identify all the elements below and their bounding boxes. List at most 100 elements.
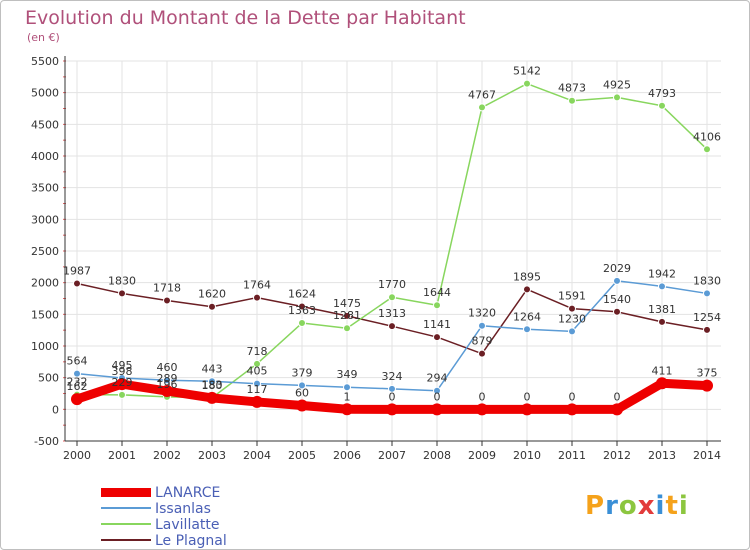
data-label-lavillatte: 1363: [288, 304, 316, 317]
data-label-issanlas: 324: [382, 370, 403, 383]
data-point-lanarce: [161, 385, 173, 398]
y-tick-label: 3000: [31, 213, 59, 226]
data-label-le-plagnal: 1895: [513, 270, 541, 283]
data-label-issanlas: 1942: [648, 267, 676, 280]
data-label-lanarce: 375: [697, 367, 718, 380]
y-tick-label: 4500: [31, 118, 59, 131]
data-label-le-plagnal: 1718: [153, 282, 181, 295]
data-label-issanlas: 294: [427, 372, 448, 385]
data-point-issanlas: [613, 276, 621, 285]
data-point-le-plagnal: [163, 296, 171, 305]
data-point-lanarce: [251, 395, 263, 408]
data-point-le-plagnal: [433, 333, 441, 342]
data-point-le-plagnal: [388, 322, 396, 331]
data-point-lavillatte: [298, 319, 306, 328]
x-tick-label: 2011: [558, 449, 586, 462]
x-tick-label: 2001: [108, 449, 136, 462]
data-label-lanarce: 398: [112, 365, 133, 378]
data-label-lavillatte: 1644: [423, 286, 451, 299]
data-point-le-plagnal: [613, 307, 621, 316]
data-label-lavillatte: 4873: [558, 82, 586, 95]
data-label-lanarce: 180: [202, 379, 223, 392]
data-label-issanlas: 405: [247, 365, 268, 378]
data-label-issanlas: 1320: [468, 307, 496, 320]
y-tick-label: -500: [34, 435, 59, 448]
data-label-lanarce: 411: [652, 364, 673, 377]
data-point-lavillatte: [703, 145, 711, 154]
data-point-lanarce: [71, 393, 83, 406]
legend-label: Lavillatte: [155, 517, 220, 533]
data-label-lavillatte: 232: [67, 376, 88, 389]
data-point-lavillatte: [343, 324, 351, 333]
data-label-le-plagnal: 1254: [693, 311, 721, 324]
x-tick-label: 2014: [693, 449, 721, 462]
y-tick-label: 3500: [31, 182, 59, 195]
data-point-lanarce: [206, 391, 218, 404]
data-point-le-plagnal: [478, 349, 486, 358]
data-point-le-plagnal: [343, 311, 351, 320]
data-point-lanarce: [566, 403, 578, 416]
data-point-le-plagnal: [118, 289, 126, 298]
data-point-lanarce: [341, 403, 353, 416]
data-point-issanlas: [343, 383, 351, 392]
x-tick-label: 2007: [378, 449, 406, 462]
data-point-issanlas: [208, 377, 216, 386]
data-point-lanarce: [701, 379, 713, 392]
legend-swatch: [101, 523, 151, 525]
data-point-le-plagnal: [703, 325, 711, 334]
data-label-lavillatte: 196: [157, 378, 178, 391]
series-le-plagnal: [73, 279, 711, 358]
data-point-issanlas: [703, 289, 711, 298]
data-label-lavillatte: 1770: [378, 278, 406, 291]
data-point-le-plagnal: [658, 317, 666, 326]
data-point-le-plagnal: [208, 302, 216, 311]
data-label-le-plagnal: 1540: [603, 293, 631, 306]
data-label-lavillatte: 718: [247, 345, 268, 358]
data-label-lavillatte: 4106: [693, 130, 721, 143]
data-point-issanlas: [163, 376, 171, 385]
y-tick-label: 1500: [31, 308, 59, 321]
x-tick-label: 2003: [198, 449, 226, 462]
data-label-lanarce: 117: [247, 383, 268, 396]
data-point-lavillatte: [253, 359, 261, 368]
data-label-le-plagnal: 1313: [378, 307, 406, 320]
data-label-lanarce: 289: [157, 372, 178, 385]
data-point-lanarce: [656, 377, 668, 390]
data-label-issanlas: 1264: [513, 310, 541, 323]
x-tick-label: 2009: [468, 449, 496, 462]
x-tick-label: 2006: [333, 449, 361, 462]
data-point-issanlas: [478, 321, 486, 330]
data-point-lanarce: [116, 378, 128, 391]
data-point-lanarce: [521, 403, 533, 416]
data-label-le-plagnal: 879: [472, 335, 493, 348]
data-point-lavillatte: [523, 79, 531, 88]
data-point-le-plagnal: [523, 285, 531, 294]
data-label-le-plagnal: 1475: [333, 297, 361, 310]
x-tick-label: 2010: [513, 449, 541, 462]
data-point-issanlas: [658, 282, 666, 291]
data-point-issanlas: [568, 327, 576, 336]
axis-layer: -500050010001500200025003000350040004500…: [31, 55, 721, 462]
x-tick-label: 2013: [648, 449, 676, 462]
data-label-issanlas: 379: [292, 366, 313, 379]
data-label-issanlas: 460: [157, 361, 178, 374]
data-label-lanarce: 0: [389, 390, 396, 403]
data-point-lavillatte: [568, 96, 576, 105]
chart-title: Evolution du Montant de la Dette par Hab…: [25, 7, 466, 29]
x-tick-label: 2008: [423, 449, 451, 462]
data-label-issanlas: 1230: [558, 312, 586, 325]
data-label-lanarce: 0: [569, 390, 576, 403]
data-label-le-plagnal: 1624: [288, 287, 316, 300]
data-label-lanarce: 1: [344, 390, 351, 403]
data-label-lavillatte: 4793: [648, 87, 676, 100]
data-label-issanlas: 443: [202, 362, 223, 375]
legend-label: LANARCE: [155, 485, 221, 501]
data-label-le-plagnal: 1141: [423, 318, 451, 331]
y-tick-label: 2500: [31, 245, 59, 258]
data-point-le-plagnal: [298, 302, 306, 311]
x-tick-label: 2000: [63, 449, 91, 462]
data-point-lavillatte: [478, 103, 486, 112]
data-label-lanarce: 162: [67, 380, 88, 393]
data-label-lavillatte: 1281: [333, 309, 361, 322]
